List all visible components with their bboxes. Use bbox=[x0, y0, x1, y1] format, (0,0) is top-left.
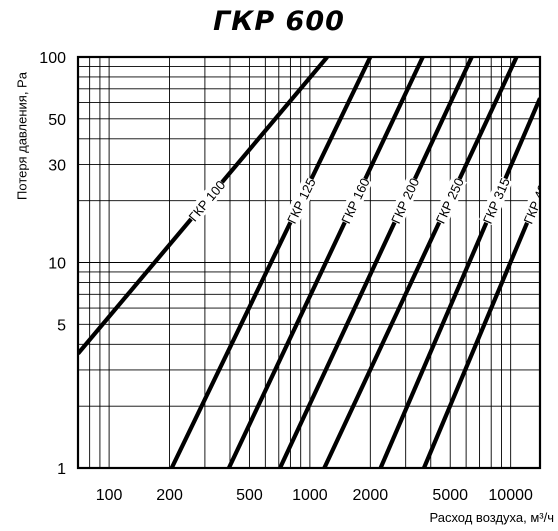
series-label-bg bbox=[387, 175, 423, 226]
chart-title: ГКР 600 bbox=[213, 6, 345, 37]
x-tick-label: 10000 bbox=[488, 487, 533, 504]
series-line-6 bbox=[378, 97, 540, 468]
x-tick-label: 100 bbox=[96, 487, 123, 504]
series-label-bg bbox=[184, 177, 229, 225]
y-tick-label: 50 bbox=[48, 112, 66, 129]
plot-frame bbox=[76, 55, 542, 470]
series-line-4 bbox=[278, 57, 474, 468]
series-label-bg bbox=[479, 175, 513, 226]
x-tick-label: 2000 bbox=[353, 487, 389, 504]
tick-labels: 100 200 500 1000 2000 5000 10000 1 5 10 30 50 100 bbox=[39, 50, 533, 504]
x-tick-label: 5000 bbox=[432, 487, 468, 504]
series-line-3 bbox=[226, 57, 425, 468]
x-tick-label: 1000 bbox=[292, 487, 328, 504]
series-label-bg bbox=[431, 175, 467, 226]
series-line-7 bbox=[422, 191, 540, 468]
x-tick-label: 500 bbox=[236, 487, 263, 504]
y-tick-label: 10 bbox=[48, 256, 66, 273]
series-label-bg bbox=[337, 175, 373, 226]
x-axis-label: Расход воздуха, м³/ч bbox=[429, 510, 554, 525]
grid bbox=[78, 57, 540, 468]
y-tick-label: 5 bbox=[57, 317, 66, 334]
y-tick-label: 30 bbox=[48, 157, 66, 174]
series-label-bg bbox=[519, 175, 540, 226]
x-tick-label: 200 bbox=[156, 487, 183, 504]
y-tick-label: 100 bbox=[39, 50, 66, 67]
y-tick-label: 1 bbox=[57, 461, 66, 478]
series-line-5 bbox=[322, 57, 519, 468]
series-label-bg bbox=[283, 175, 319, 226]
series-line-2 bbox=[169, 57, 373, 468]
